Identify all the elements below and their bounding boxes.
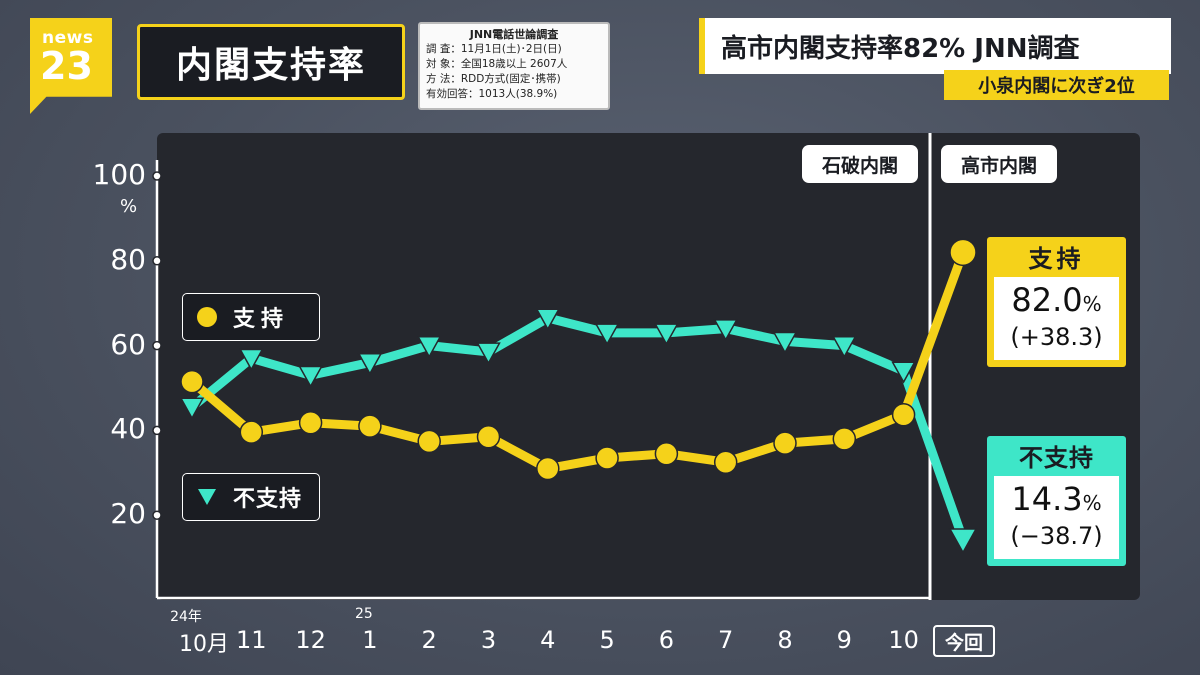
point-support (476, 425, 501, 449)
point-support (713, 450, 738, 474)
point-support (595, 446, 619, 470)
x-year-label: 25 (354, 606, 373, 622)
legend-label-support: 支持 (233, 307, 290, 332)
point-nonsupport (948, 528, 978, 554)
point-support (239, 420, 264, 444)
y-tick-label: 60 (110, 327, 146, 361)
point-support (358, 414, 382, 438)
era-label-takaichi: 高市内閣 (941, 145, 1057, 183)
point-nonsupport (476, 342, 501, 365)
x-tick-label: 10月 (179, 632, 229, 657)
y-tick-mark (152, 340, 162, 351)
result-box-nonsupport: 不支持 14.3% (−38.7) (987, 436, 1126, 566)
y-tick-mark (152, 510, 162, 520)
point-support (180, 369, 204, 394)
result-unit-support: % (1082, 292, 1102, 316)
subheadline-text: 小泉内閣に次ぎ2位 (978, 76, 1135, 97)
x-year-label: 24年 (170, 609, 202, 625)
survey-row: 有効回答：1013人(38.9%) (426, 88, 558, 100)
point-support (832, 427, 857, 451)
x-tick-label: 7 (718, 626, 734, 654)
point-support (417, 429, 441, 454)
point-nonsupport (594, 323, 620, 346)
point-support (891, 402, 916, 427)
x-tick-label: 12 (295, 626, 326, 654)
point-support (298, 411, 323, 435)
chart-title: 内閣支持率 (175, 45, 366, 86)
legend-item-support: 支持 (182, 293, 320, 341)
point-support (773, 431, 797, 455)
legend-label-nonsupport: 不支持 (233, 487, 303, 512)
chart-title-box: 内閣支持率 (137, 24, 405, 100)
x-tick-label: 4 (540, 626, 556, 654)
y-tick-label: 100 (92, 158, 146, 191)
y-tick-label: 40 (110, 412, 146, 446)
survey-row: 調 査：11月1日(土)･2日(日) (426, 43, 562, 55)
result-value-support: 82.0 (1011, 281, 1083, 319)
point-nonsupport (891, 361, 916, 384)
y-tick-mark (152, 256, 162, 266)
result-diff-nonsupport: (−38.7) (1010, 522, 1103, 550)
subheadline-banner: 小泉内閣に次ぎ2位 (944, 70, 1169, 100)
point-nonsupport (416, 336, 442, 359)
result-value-nonsupport: 14.3 (1011, 480, 1083, 518)
chart-markers (179, 238, 978, 554)
survey-header: JNN電話世論調査 (469, 28, 559, 41)
legend-item-nonsupport: 不支持 (182, 473, 320, 521)
x-tick-label: 8 (777, 626, 793, 654)
chart-axes (152, 133, 932, 600)
y-tick-label: 80 (110, 242, 146, 276)
result-unit-nonsupport: % (1082, 491, 1102, 515)
point-support (536, 456, 560, 481)
y-tick-mark (152, 425, 162, 436)
x-tick-label: 5 (599, 626, 615, 654)
logo-line2: 23 (40, 44, 93, 88)
point-nonsupport (713, 319, 738, 342)
point-support (654, 441, 679, 466)
result-diff-support: (+38.3) (1010, 323, 1103, 351)
point-nonsupport (298, 365, 323, 388)
x-tick-label: 6 (658, 626, 675, 654)
x-tick-label: 2 (421, 626, 437, 654)
x-tick-label: 11 (236, 626, 267, 654)
point-support (949, 238, 977, 267)
headline-banner: 高市内閣支持率82% JNN調査 (699, 18, 1171, 74)
y-unit-label: % (120, 196, 138, 217)
x-tick-label-current: 今回 (933, 625, 995, 657)
legend-marker-support (197, 307, 217, 327)
point-nonsupport (357, 353, 383, 376)
result-label-support: 支持 (1028, 244, 1085, 273)
y-tick-label: 20 (110, 497, 146, 531)
survey-row: 対 象：全国18歳以上 2607人 (426, 58, 568, 70)
series-line-nonsupport (187, 313, 968, 544)
point-nonsupport (535, 308, 561, 331)
legend-marker-nonsupport (198, 489, 216, 505)
news23-logo: news 23 (30, 18, 112, 114)
point-nonsupport (832, 336, 857, 359)
survey-info-box: JNN電話世論調査 調 査：11月1日(土)･2日(日) 対 象：全国18歳以上… (418, 22, 610, 110)
survey-row: 方 法：RDD方式(固定･携帯) (426, 73, 561, 85)
point-nonsupport (179, 397, 205, 420)
point-nonsupport (654, 323, 679, 346)
x-tick-label: 9 (836, 626, 852, 654)
point-nonsupport (772, 331, 798, 354)
result-box-support: 支持 82.0% (+38.3) (987, 237, 1126, 367)
era-label-ishiba: 石破内閣 (802, 145, 918, 183)
x-tick-label: 3 (480, 626, 497, 654)
logo-line1: news (42, 28, 94, 48)
result-label-nonsupport: 不支持 (1019, 443, 1094, 472)
point-nonsupport (239, 348, 264, 371)
y-tick-mark (152, 171, 162, 181)
headline-text: 高市内閣支持率82% JNN調査 (721, 33, 1080, 64)
x-tick-label: 1 (362, 626, 378, 654)
x-tick-label: 10 (888, 626, 919, 654)
